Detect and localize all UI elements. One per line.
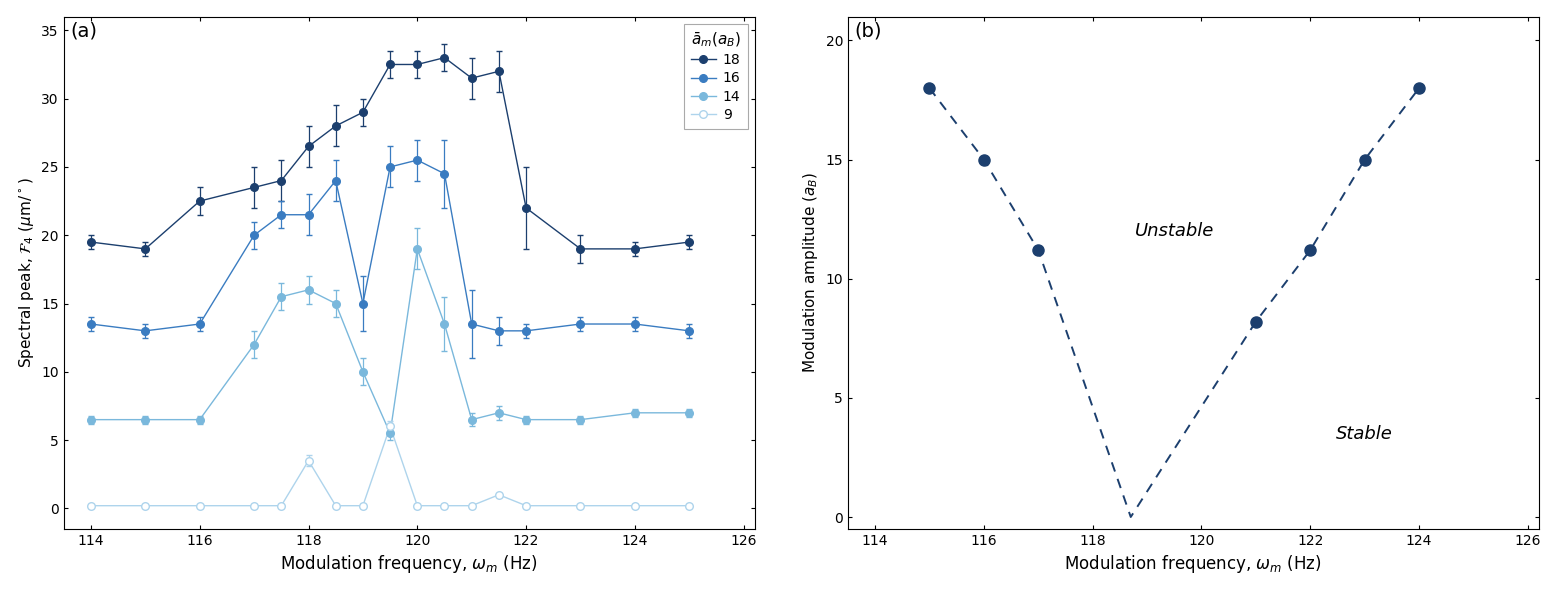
Text: Stable: Stable bbox=[1337, 424, 1393, 443]
Y-axis label: Spectral peak, $\mathcal{F}_4$ ($\mu$m/$^\circ$): Spectral peak, $\mathcal{F}_4$ ($\mu$m/$… bbox=[17, 178, 36, 368]
Text: (a): (a) bbox=[70, 22, 98, 41]
Text: (b): (b) bbox=[855, 22, 883, 41]
X-axis label: Modulation frequency, $\omega_m$ (Hz): Modulation frequency, $\omega_m$ (Hz) bbox=[1064, 554, 1323, 575]
Y-axis label: Modulation amplitude ($a_B$): Modulation amplitude ($a_B$) bbox=[800, 172, 821, 374]
Legend: 18, 16, 14, 9: 18, 16, 14, 9 bbox=[683, 24, 747, 128]
Text: Unstable: Unstable bbox=[1134, 222, 1214, 240]
X-axis label: Modulation frequency, $\omega_m$ (Hz): Modulation frequency, $\omega_m$ (Hz) bbox=[281, 554, 538, 575]
